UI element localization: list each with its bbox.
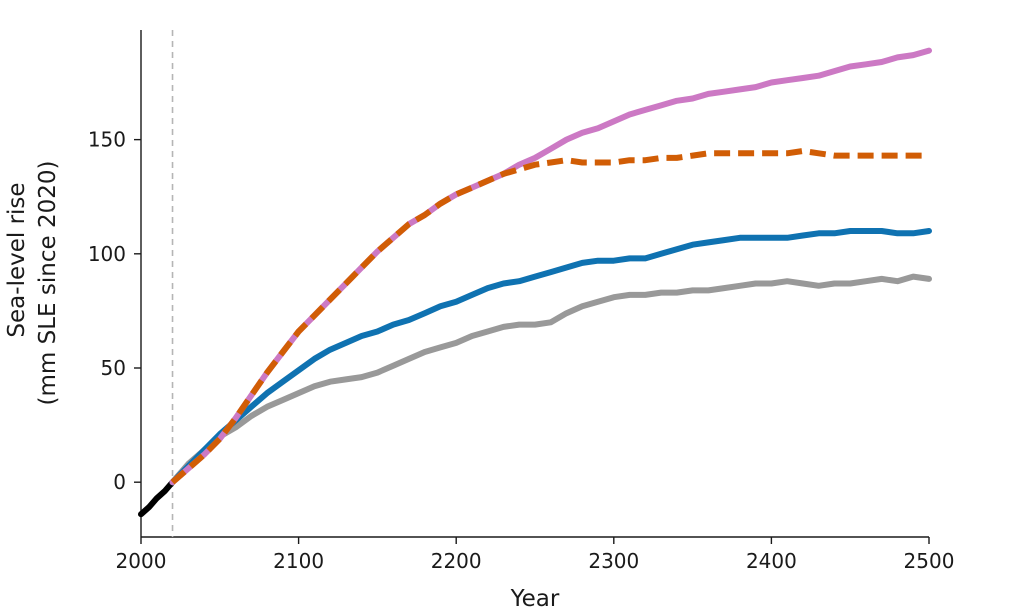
- x-tick-label-2000: 2000: [116, 549, 167, 573]
- y-tick-label-50: 50: [101, 356, 126, 380]
- series-line-2: [169, 273, 932, 486]
- x-axis-title: Year: [510, 586, 560, 612]
- x-tick-label-2200: 2200: [431, 549, 482, 573]
- y-tick-label-0: 0: [113, 470, 126, 494]
- y-tick-label-100: 100: [88, 242, 126, 266]
- series-line-3: [169, 228, 932, 486]
- series-line-5: [170, 148, 929, 485]
- x-tick-label-2500: 2500: [904, 549, 955, 573]
- series-line-4: [169, 47, 932, 486]
- x-tick-label-2100: 2100: [273, 549, 324, 573]
- axes: 2000 2100 2200 2300 2400 2500 0 50 100 150: [88, 30, 955, 573]
- y-axis-title: Sea-level rise: [4, 182, 30, 337]
- series-layer: [138, 47, 932, 518]
- series-line-1: [138, 479, 176, 518]
- x-tick-label-2300: 2300: [588, 549, 639, 573]
- axis-labels: Year Sea-level rise (mm SLE since 2020): [4, 161, 560, 612]
- y-tick-label-150: 150: [88, 128, 126, 152]
- y-axis-subtitle: (mm SLE since 2020): [35, 161, 61, 406]
- x-tick-label-2400: 2400: [746, 549, 797, 573]
